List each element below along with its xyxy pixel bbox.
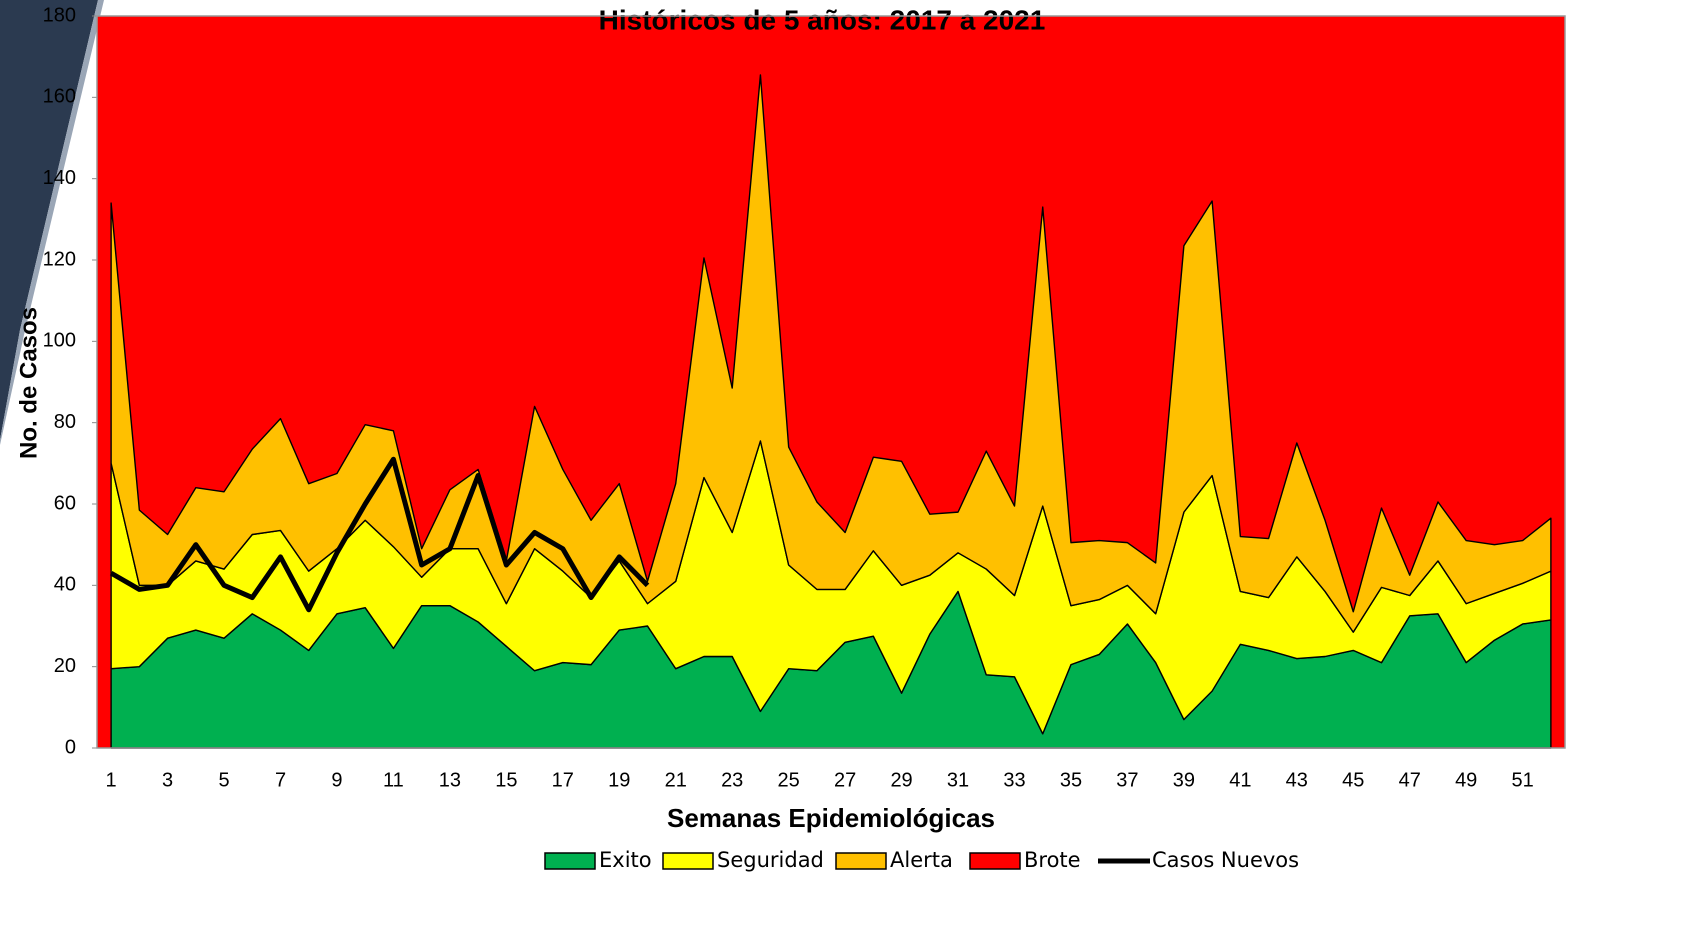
x-tick-label: 5 <box>218 769 229 791</box>
x-tick-label: 1 <box>106 769 117 791</box>
x-tick-label: 23 <box>721 769 743 791</box>
y-tick-label: 0 <box>65 736 76 758</box>
x-tick-label: 11 <box>383 769 404 791</box>
legend-swatch <box>662 852 714 870</box>
y-tick-label: 120 <box>43 248 76 270</box>
x-tick-label: 3 <box>162 769 173 791</box>
x-tick-label: 19 <box>608 769 630 791</box>
plot-border <box>96 15 1566 749</box>
x-tick-label: 15 <box>495 769 517 791</box>
y-tick-label: 100 <box>43 330 76 352</box>
x-tick-label: 17 <box>552 769 574 791</box>
decor-shape <box>0 0 98 440</box>
plot <box>97 16 1565 749</box>
x-tick-label: 25 <box>778 769 800 791</box>
legend-label: Casos Nuevos <box>1152 848 1299 872</box>
line-series <box>109 456 650 613</box>
x-tick-label: 7 <box>275 769 286 791</box>
x-axis-title: Semanas Epidemiológicas <box>667 803 995 833</box>
x-tick-label: 49 <box>1455 769 1477 791</box>
y-tick-label: 160 <box>43 86 76 108</box>
x-tick-label: 37 <box>1116 769 1138 791</box>
legend-label: Exito <box>599 848 652 872</box>
y-tick-label: 80 <box>54 411 76 433</box>
x-tick-label: 29 <box>890 769 912 791</box>
x-tick-label: 47 <box>1399 769 1421 791</box>
y-tick-label: 140 <box>43 167 76 189</box>
y-axis-title: No. de Casos <box>15 307 42 459</box>
legend-swatch <box>544 852 596 870</box>
x-tick-label: 9 <box>331 769 342 791</box>
x-tick-label: 41 <box>1229 769 1251 791</box>
x-tick-label: 51 <box>1512 769 1534 791</box>
legend-label: Brote <box>1024 848 1081 872</box>
y-tick-label: 60 <box>54 492 76 514</box>
x-tick-label: 31 <box>947 769 969 791</box>
x-tick-label: 13 <box>439 769 461 791</box>
legend-label: Seguridad <box>717 848 824 872</box>
y-tick-label: 180 <box>43 4 76 26</box>
x-tick-label: 27 <box>834 769 856 791</box>
x-tick-label: 39 <box>1173 769 1195 791</box>
x-tick-label: 35 <box>1060 769 1082 791</box>
y-tick-label: 40 <box>54 574 76 596</box>
x-tick-label: 45 <box>1342 769 1364 791</box>
x-tick-label: 21 <box>665 769 687 791</box>
chart-title: Históricos de 5 años: 2017 a 2021 <box>599 4 1046 35</box>
legend-label: Alerta <box>890 848 953 872</box>
legend-swatch <box>835 852 887 870</box>
legend-swatch <box>969 852 1021 870</box>
y-tick-label: 20 <box>54 655 76 677</box>
x-tick-label: 33 <box>1003 769 1025 791</box>
x-tick-label: 43 <box>1286 769 1308 791</box>
